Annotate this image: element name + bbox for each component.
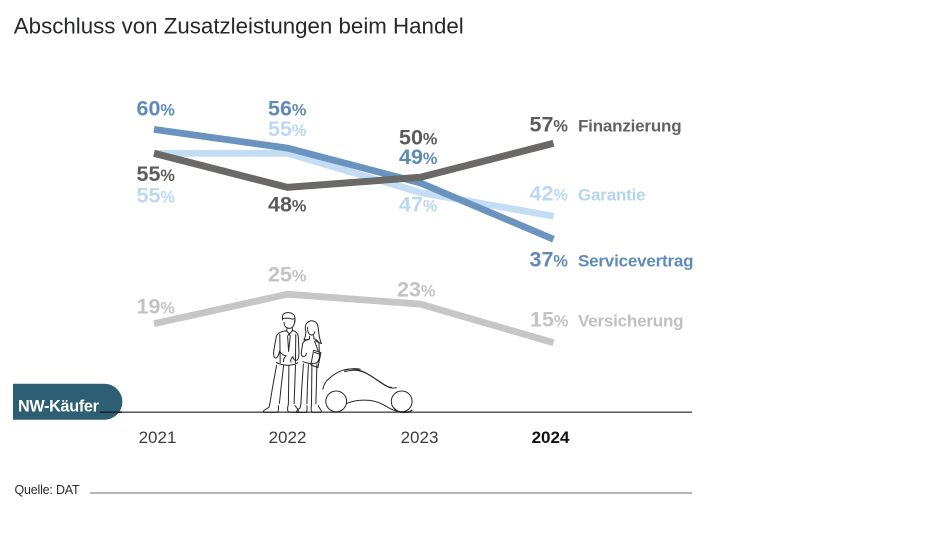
svg-text:Abschluss von Zusatzleistungen: Abschluss von Zusatzleistungen beim Hand…	[14, 14, 464, 39]
svg-text:47%: 47%	[399, 193, 438, 217]
svg-text:49%: 49%	[399, 145, 438, 169]
svg-text:Versicherung: Versicherung	[578, 312, 683, 331]
svg-text:Garantie: Garantie	[578, 186, 645, 205]
svg-text:56%: 56%	[268, 97, 307, 121]
svg-text:2023: 2023	[401, 428, 439, 447]
svg-text:2022: 2022	[269, 428, 307, 447]
svg-text:Servicevertrag: Servicevertrag	[578, 251, 693, 270]
svg-text:2021: 2021	[139, 428, 177, 447]
svg-text:NW-Käufer: NW-Käufer	[18, 398, 100, 416]
svg-text:2024: 2024	[532, 428, 570, 447]
svg-text:Finanzierung: Finanzierung	[578, 117, 681, 136]
svg-text:55%: 55%	[137, 184, 176, 208]
svg-text:Quelle: DAT: Quelle: DAT	[15, 483, 81, 497]
svg-text:37%: 37%	[530, 247, 569, 271]
